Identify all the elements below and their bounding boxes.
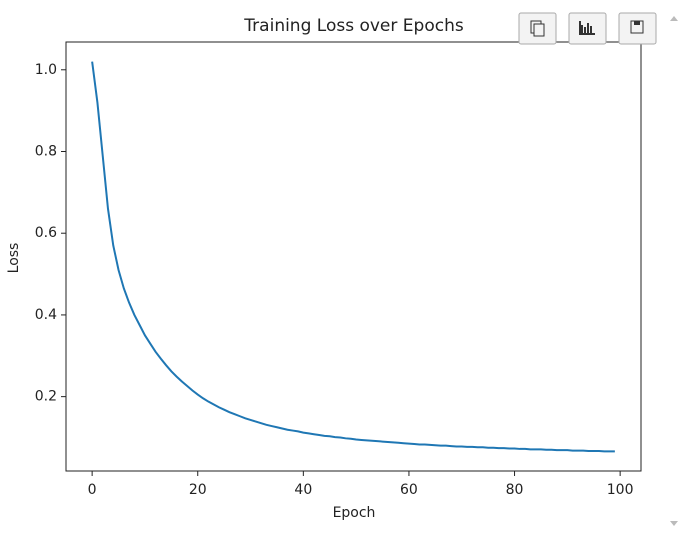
x-tick-label: 60 xyxy=(400,482,418,498)
x-tick-label: 40 xyxy=(294,482,312,498)
x-tick-label: 0 xyxy=(88,482,97,498)
y-tick-label: 0.8 xyxy=(35,143,57,159)
y-axis-label: Loss xyxy=(6,243,22,274)
chart-icon xyxy=(579,21,595,35)
toolbar xyxy=(518,12,657,45)
x-tick-label: 80 xyxy=(506,482,524,498)
copy-icon xyxy=(533,23,545,37)
save-icon xyxy=(634,21,640,25)
plot-frame xyxy=(65,41,642,472)
loss-line xyxy=(91,61,615,453)
save-button[interactable] xyxy=(618,12,657,45)
y-tick-label: 1.0 xyxy=(35,62,57,78)
y-tick-label: 0.6 xyxy=(35,225,57,241)
chart-title: Training Loss over Epochs xyxy=(243,16,464,36)
y-tick-label: 0.2 xyxy=(35,389,57,405)
y-tick-label: 0.4 xyxy=(35,307,57,323)
scroll-down[interactable] xyxy=(670,521,678,526)
x-tick-label: 100 xyxy=(607,482,634,498)
x-axis-label: Epoch xyxy=(333,505,376,521)
scroll-up[interactable] xyxy=(670,16,678,21)
x-tick-label: 20 xyxy=(189,482,207,498)
